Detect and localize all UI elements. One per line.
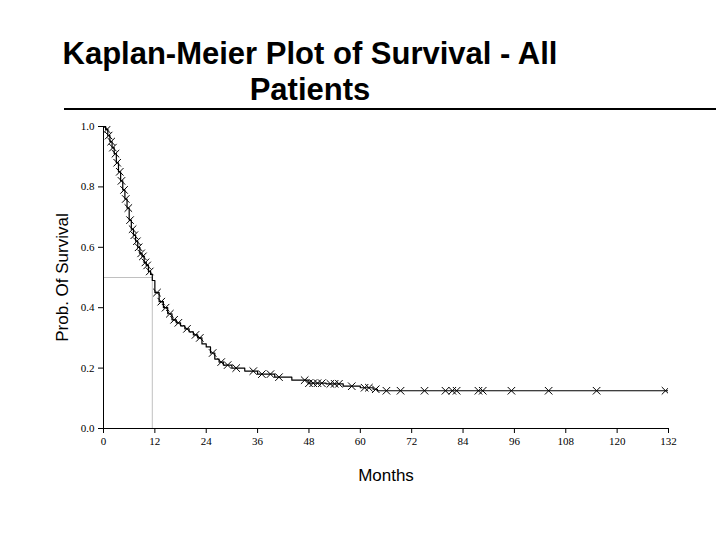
svg-text:132: 132 [660,435,677,447]
svg-text:84: 84 [458,435,470,447]
svg-text:120: 120 [609,435,626,447]
svg-text:108: 108 [558,435,575,447]
html-text:Kaplan-Meier Plot of Survival: Kaplan-Meier Plot of Survival - All Pati… [62,36,558,107]
svg-text:0.8: 0.8 [81,180,95,192]
svg-text:72: 72 [406,435,417,447]
svg-text:0.2: 0.2 [81,362,95,374]
svg-text:36: 36 [252,435,264,447]
svg-text:24: 24 [201,435,213,447]
svg-text:0.0: 0.0 [81,422,95,434]
svg-text:60: 60 [355,435,367,447]
svg-text:96: 96 [509,435,521,447]
svg-text:0.4: 0.4 [81,301,95,313]
svg-text:48: 48 [303,435,315,447]
svg-text:0.6: 0.6 [81,241,95,253]
svg-text:Prob. Of Survival: Prob. Of Survival [53,213,72,342]
svg-text:0: 0 [101,435,107,447]
svg-text:Months: Months [358,466,414,485]
svg-text:12: 12 [149,435,160,447]
svg-text:1.0: 1.0 [81,120,95,132]
